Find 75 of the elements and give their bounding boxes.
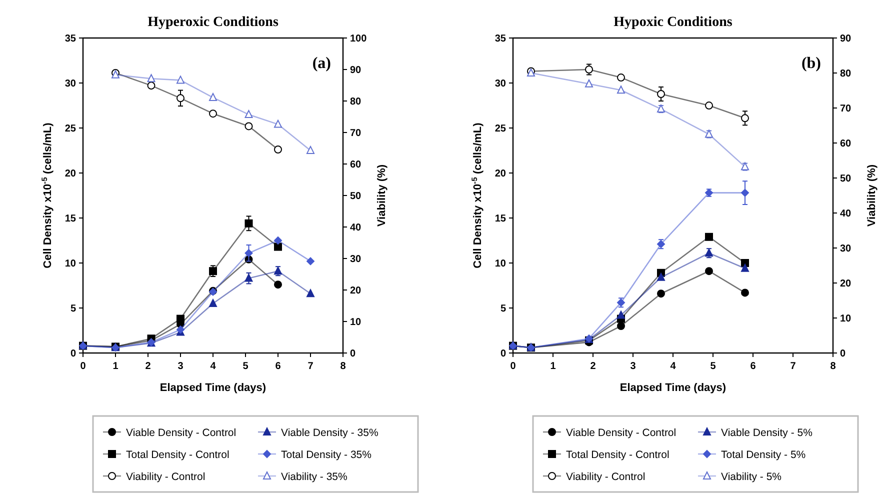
legend-label: Viable Density - 35% [281,427,378,439]
y-tick-label: 20 [494,168,506,180]
x-tick-label: 6 [750,361,756,372]
y2-tick-label: 0 [350,348,356,360]
y-tick-label: 15 [64,214,76,224]
x-tick-label: 5 [242,361,249,372]
y2-tick-label: 90 [350,65,362,76]
x-axis-title: Elapsed Time (days) [620,382,726,394]
x-tick-label: 4 [210,361,216,372]
y2-tick-label: 90 [840,34,852,44]
y-tick-label: 35 [64,34,76,44]
legend-label: Total Density - Control [566,449,670,461]
legend-label: Viability - Control [126,471,206,483]
legend-label: Total Density - 5% [721,449,806,461]
y2-tick-label: 100 [350,34,368,44]
y-tick-label: 10 [494,258,506,270]
x-tick-label: 5 [710,361,716,372]
y2-tick-label: 10 [840,314,852,324]
y2-tick-label: 40 [350,222,362,234]
y2-tick-label: 40 [840,208,852,220]
legend-label: Viability - 35% [281,471,348,483]
y-tick-label: 15 [494,214,506,224]
y-tick-label: 5 [500,304,506,314]
x-tick-label: 1 [550,361,556,372]
y2-tick-label: 60 [840,138,852,150]
chart-title: Hyperoxic Conditions [148,15,279,30]
y2-tick-label: 50 [350,191,362,202]
y2-tick-label: 50 [840,174,852,184]
y2-axis-title: Viability (%) [866,164,878,227]
legend-label: Viable Density - Control [126,427,236,439]
annotation: (b) [801,55,821,72]
x-tick-label: 0 [80,361,86,372]
y-tick-label: 25 [494,124,506,134]
y2-tick-label: 70 [350,128,362,139]
legend-label: Viability - Control [566,471,646,483]
x-tick-label: 7 [308,361,314,372]
y2-tick-label: 20 [350,286,362,296]
x-tick-label: 8 [830,361,836,372]
y2-tick-label: 20 [840,278,852,290]
y2-tick-label: 70 [840,104,852,114]
y-tick-label: 30 [64,78,76,90]
legend-label: Viability - 5% [721,471,782,483]
y-tick-label: 5 [70,304,76,314]
legend-label: Total Density - Control [126,449,230,461]
y-tick-label: 30 [494,78,506,90]
x-tick-label: 7 [790,361,796,372]
y2-axis-title: Viability (%) [376,164,388,227]
y2-tick-label: 30 [840,244,852,254]
chart-title: Hypoxic Conditions [614,15,733,30]
x-tick-label: 1 [112,361,119,372]
y-tick-label: 20 [64,168,76,180]
y2-tick-label: 80 [350,96,362,108]
y-tick-label: 35 [494,34,506,44]
y2-tick-label: 60 [350,160,362,170]
x-tick-label: 4 [670,361,676,372]
x-axis-title: Elapsed Time (days) [160,382,266,394]
annotation: (a) [312,55,331,72]
x-tick-label: 6 [275,361,282,372]
legend-label: Total Density - 35% [281,449,372,461]
x-tick-label: 2 [590,361,596,372]
y2-tick-label: 0 [840,348,846,360]
y2-tick-label: 10 [350,317,362,328]
y2-tick-label: 30 [350,254,362,265]
y-tick-label: 25 [64,124,76,134]
y2-tick-label: 80 [840,68,852,80]
x-tick-label: 3 [630,361,636,372]
legend-label: Viable Density - Control [566,427,676,439]
x-tick-label: 8 [340,361,346,372]
x-tick-label: 3 [178,361,184,372]
y-tick-label: 0 [500,348,506,360]
legend-label: Viable Density - 5% [721,427,812,439]
y-tick-label: 10 [64,258,76,270]
x-tick-label: 2 [145,361,152,372]
x-tick-label: 0 [510,361,516,372]
y-tick-label: 0 [70,348,76,360]
